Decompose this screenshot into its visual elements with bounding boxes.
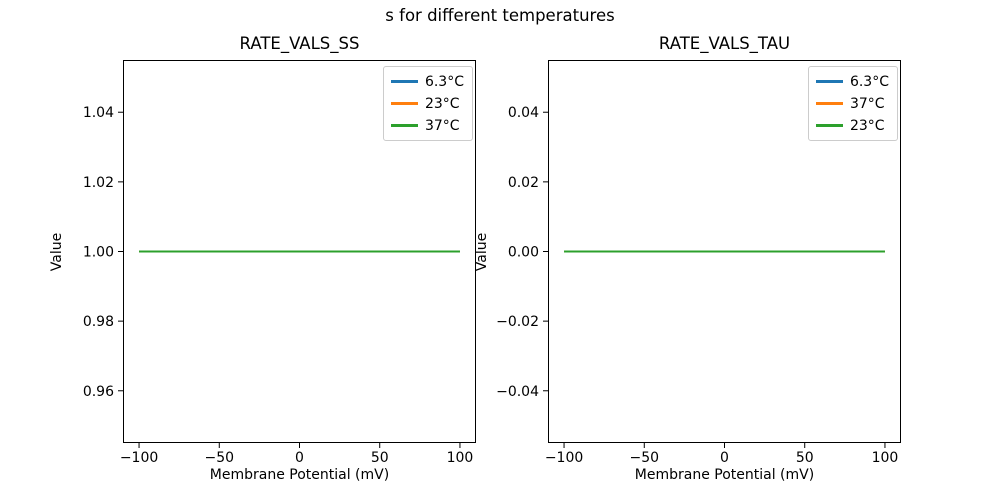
x-tick-label: −50 xyxy=(629,450,659,466)
x-tick-label: 0 xyxy=(720,450,729,466)
y-tick-label: −0.04 xyxy=(496,384,539,400)
legend: 6.3°C 37°C 23°C xyxy=(807,66,898,141)
y-tick-label: 0.04 xyxy=(508,105,539,121)
axes-title: RATE_VALS_SS xyxy=(239,34,360,53)
legend-entry: 37°C xyxy=(815,94,889,113)
plot-area: −100 −50 0 50 100 −0.04 −0.02 0.00 0.02 0.04 xyxy=(496,60,901,466)
legend-label: 6.3°C xyxy=(849,73,889,90)
legend-label: 37°C xyxy=(424,117,460,134)
x-axis-label: Membrane Potential (mV) xyxy=(634,467,815,483)
x-tick-label: −100 xyxy=(120,450,158,466)
subplot-rate-vals-ss: RATE_VALS_SS −100 −50 0 50 100 0.96 0.98 1.00 1.… xyxy=(49,34,476,483)
legend-entry: 6.3°C xyxy=(815,72,889,91)
axes-title: RATE_VALS_TAU xyxy=(658,34,791,53)
legend-line-sample xyxy=(815,80,843,83)
y-tick-label: 0.96 xyxy=(83,384,114,400)
x-tick-label: −50 xyxy=(204,450,234,466)
x-tick-label: 100 xyxy=(872,450,899,466)
axes-spines xyxy=(548,60,901,443)
legend-line-sample xyxy=(390,80,418,83)
y-tick-label: 1.04 xyxy=(83,105,114,121)
legend-line-sample xyxy=(815,124,843,127)
legend-entry: 6.3°C xyxy=(390,72,464,91)
x-tick-label: 0 xyxy=(295,450,304,466)
figure-suptitle: s for different temperatures xyxy=(385,6,615,25)
legend-label: 23°C xyxy=(849,117,885,134)
legend-line-sample xyxy=(815,102,843,105)
legend-label: 6.3°C xyxy=(424,73,464,90)
y-axis-label: Value xyxy=(49,232,65,271)
y-tick-label: 1.02 xyxy=(83,175,114,191)
subplot-rate-vals-tau: RATE_VALS_TAU −100 −50 0 50 100 −0.04 −0.02 0.0… xyxy=(474,34,901,483)
y-tick-label: 0.98 xyxy=(83,314,114,330)
y-tick-label: 1.00 xyxy=(83,245,114,261)
legend-label: 37°C xyxy=(849,95,885,112)
x-tick-label: 100 xyxy=(447,450,474,466)
y-tick-label: 0.00 xyxy=(508,245,539,261)
legend-line-sample xyxy=(390,124,418,127)
x-axis-label: Membrane Potential (mV) xyxy=(209,467,390,483)
legend-label: 23°C xyxy=(424,95,460,112)
legend: 6.3°C 23°C 37°C xyxy=(382,66,473,141)
x-tick-label: 50 xyxy=(796,450,814,466)
x-tick-label: −100 xyxy=(545,450,583,466)
axes-spines xyxy=(123,60,476,443)
plot-area: −100 −50 0 50 100 0.96 0.98 1.00 1.02 1.04 xyxy=(83,60,476,466)
legend-entry: 23°C xyxy=(815,116,889,135)
y-tick-label: −0.02 xyxy=(496,314,539,330)
legend-entry: 37°C xyxy=(390,116,464,135)
y-axis-label: Value xyxy=(474,232,490,271)
y-tick-label: 0.02 xyxy=(508,175,539,191)
x-tick-label: 50 xyxy=(371,450,389,466)
legend-entry: 23°C xyxy=(390,94,464,113)
legend-line-sample xyxy=(390,102,418,105)
